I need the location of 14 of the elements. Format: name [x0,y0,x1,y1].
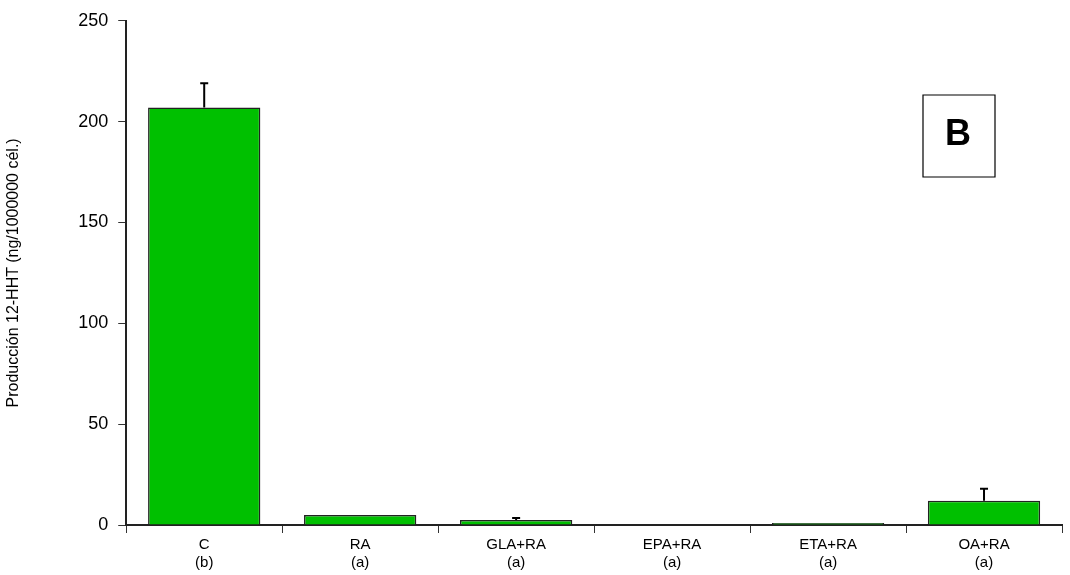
x-tick-label: OA+RA (a) [958,535,1010,571]
y-tick-label: 100 [78,312,109,333]
y-tick-label: 0 [98,513,109,534]
x-tick-label: GLA+RA (a) [486,535,546,571]
x-tick-label: C (b) [195,535,214,571]
x-tick-label: EPA+RA (a) [642,535,702,571]
x-tick-label: ETA+RA (a) [799,535,857,571]
annotation: B [945,111,971,153]
y-tick-label: 50 [88,413,109,434]
y-tick-label: 250 [78,9,109,30]
y-tick-label: 200 [78,110,109,131]
y-tick-label: 150 [78,211,109,232]
x-tick-label: RA (a) [349,535,371,571]
y-axis-title: Producción 12-HHT (ng/1000000 cél.) [4,138,22,408]
